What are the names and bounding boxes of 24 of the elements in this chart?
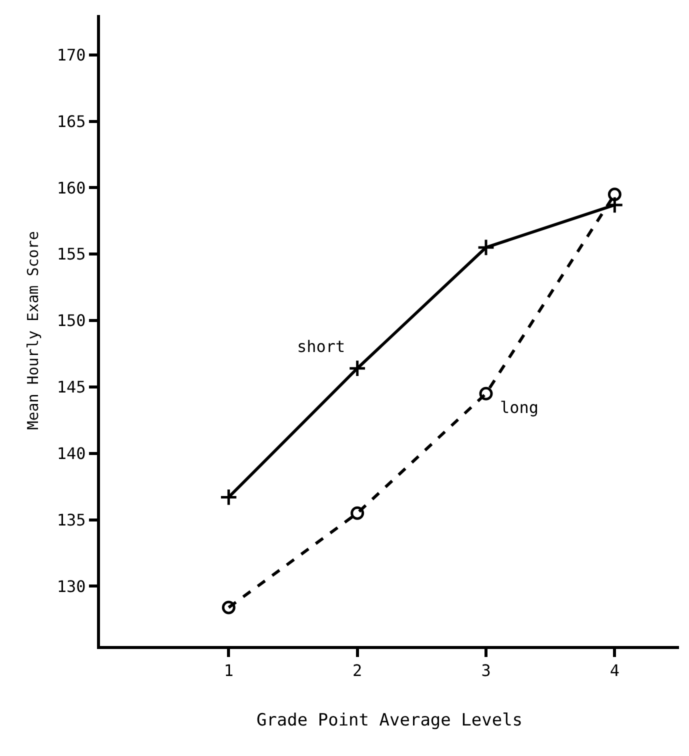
x-tick-label: 3: [481, 661, 491, 680]
point: [350, 506, 364, 520]
y-tick-label: 160: [56, 178, 86, 198]
x-tick-label: 1: [224, 661, 234, 680]
point: [220, 488, 238, 506]
point: [479, 386, 493, 400]
series-label: long: [500, 398, 539, 417]
x-tick-label: 4: [610, 661, 620, 680]
point: [608, 188, 622, 202]
y-tick-label: 130: [56, 576, 86, 596]
y-tick-label: 140: [56, 444, 86, 463]
y-axis-title: Mean Hourly Exam Score: [24, 231, 42, 430]
y-tick-label: 170: [56, 45, 86, 64]
y-tick-label: 135: [56, 510, 86, 530]
series-label: short: [297, 337, 346, 356]
y-tick-label: 155: [56, 244, 86, 264]
y-tick-label: 150: [56, 311, 86, 330]
y-tick-label: 165: [56, 112, 86, 131]
x-tick-label: 2: [352, 661, 362, 680]
x-axis-title: Grade Point Average Levels: [256, 710, 523, 731]
y-tick-label: 145: [56, 378, 86, 397]
point: [348, 359, 366, 378]
point: [222, 600, 236, 614]
point: [477, 238, 495, 256]
